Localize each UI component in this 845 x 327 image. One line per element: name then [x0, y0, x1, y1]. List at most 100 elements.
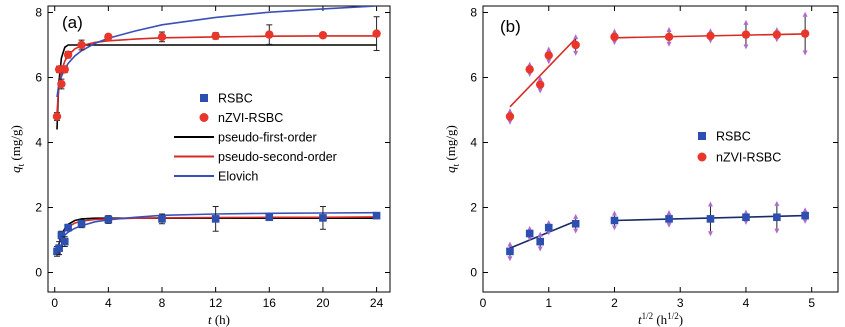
x-axis-unit: (h [653, 312, 668, 327]
fit-line [56, 35, 377, 114]
error-arrow [507, 119, 513, 125]
data-point [372, 211, 381, 220]
error-arrow [611, 225, 617, 231]
legend-marker [199, 113, 209, 122]
series-nzvi-rsbc [52, 16, 381, 121]
y-axis-var: q [443, 166, 458, 173]
y-axis-label: qt (mg/g) [443, 125, 461, 173]
data-point [319, 214, 327, 222]
legend-label: RSBC [218, 92, 253, 106]
x-tick-label: 8 [159, 296, 166, 310]
y-axis-unit: (mg/g) [443, 125, 458, 164]
error-arrow [537, 75, 543, 81]
error-arrow [611, 40, 617, 46]
error-arrow [802, 50, 808, 56]
error-arrow [573, 213, 579, 219]
y-axis-var: q [8, 166, 23, 173]
legend-label: Elovich [218, 170, 258, 184]
data-point [64, 223, 72, 232]
error-arrow [507, 256, 513, 262]
data-point [77, 40, 86, 50]
series-rsbc [506, 200, 809, 262]
data-point [773, 213, 781, 222]
error-arrow [666, 27, 672, 32]
legend-label: pseudo-second-order [218, 150, 337, 164]
fit-line [56, 44, 377, 130]
legend-label: nZVI-RSBC [716, 151, 781, 165]
fit-line [56, 217, 377, 255]
y-tick-label: 0 [470, 266, 477, 280]
x-tick-label: 3 [677, 296, 684, 310]
x-tick-label: 4 [743, 296, 750, 310]
error-arrow [573, 228, 579, 234]
legend: RSBC nZVI-RSBC [697, 130, 781, 165]
data-point [318, 31, 328, 40]
error-arrow [527, 225, 533, 231]
fit-line [509, 37, 577, 108]
error-arrow [707, 201, 713, 207]
data-point [800, 29, 810, 38]
y-axis-var-sub: t [16, 163, 26, 166]
data-point [544, 51, 553, 60]
y-tick-label: 8 [470, 6, 477, 20]
data-point [157, 32, 167, 42]
series-rsbc [53, 206, 381, 257]
error-arrow [573, 34, 579, 40]
legend-marker [698, 132, 706, 140]
data-point [610, 32, 619, 42]
x-tick-label: 1 [545, 296, 552, 310]
y-axis-var-sub: t [451, 163, 461, 166]
legend-marker [697, 152, 707, 162]
data-point [544, 223, 553, 232]
error-arrow [743, 19, 749, 25]
y-tick-label: 6 [470, 71, 477, 85]
x-axis-unit: (h) [212, 312, 230, 327]
y-tick-label: 4 [35, 136, 42, 150]
data-point [525, 65, 534, 74]
data-point [706, 215, 715, 223]
fit-line [56, 6, 377, 98]
x-axis-unit-close: ) [679, 312, 683, 327]
data-point [505, 112, 515, 121]
data-point [571, 219, 580, 228]
error-arrow [507, 108, 513, 114]
x-axis-var-sup: 1/2 [642, 311, 654, 321]
fit-line [509, 220, 577, 249]
x-axis-unit-sup: 1/2 [667, 311, 679, 321]
error-arrow [666, 222, 672, 228]
x-axis-label: t1/2 (h1/2) [638, 311, 683, 327]
data-point [536, 237, 544, 246]
error-arrow [611, 210, 617, 216]
data-point [610, 216, 619, 225]
data-point [77, 219, 86, 228]
y-tick-label: 4 [470, 136, 477, 150]
fit-lines [509, 33, 806, 249]
data-point [57, 79, 66, 89]
x-tick-label: 0 [480, 296, 487, 310]
error-arrow [802, 11, 808, 17]
data-point [158, 215, 166, 223]
data-point [60, 65, 69, 74]
legend: RSBC nZVI-RSBC pseudo-first-order pseudo-se… [174, 92, 337, 184]
data-point [506, 247, 514, 256]
error-arrow [546, 59, 552, 65]
y-tick-label: 6 [35, 71, 42, 85]
x-tick-label: 24 [370, 296, 384, 310]
x-axis-label: t (h) [208, 312, 230, 327]
error-arrow [802, 207, 808, 213]
x-tick-label: 0 [51, 296, 58, 310]
y-tick-label: 0 [35, 266, 42, 280]
error-arrow [707, 231, 713, 237]
legend-label: nZVI-RSBC [218, 111, 283, 125]
data-point [742, 213, 750, 222]
data-point [52, 112, 62, 121]
panel-label: (a) [62, 13, 83, 32]
x-tick-label: 5 [808, 296, 815, 310]
data-point [60, 237, 69, 246]
error-arrow [573, 50, 579, 56]
error-arrow [666, 209, 672, 215]
legend-label: pseudo-first-order [218, 131, 317, 145]
series-nzvi-rsbc [505, 11, 810, 125]
